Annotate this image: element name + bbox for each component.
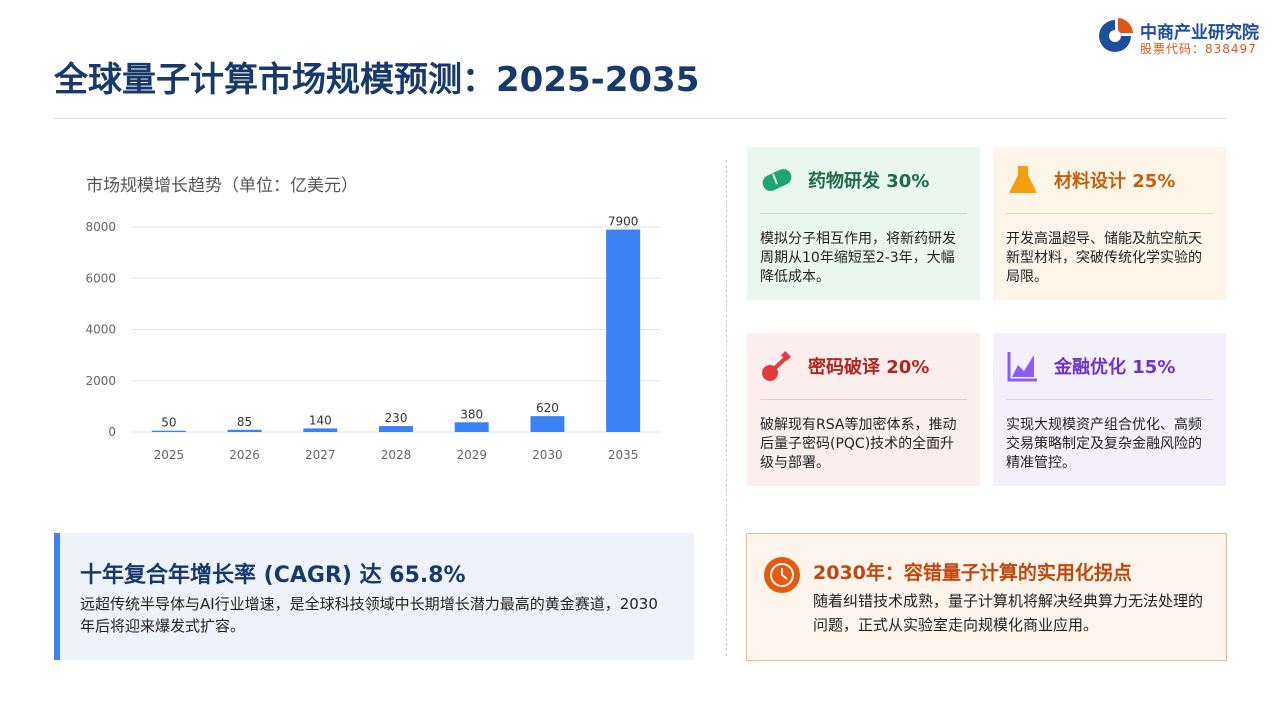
card-head: 金融优化 15% — [1006, 333, 1213, 399]
value-label: 140 — [309, 413, 332, 427]
y-tick-label: 6000 — [85, 271, 116, 285]
y-tick-label: 8000 — [85, 220, 116, 234]
card-title: 金融优化 15% — [1054, 357, 1176, 378]
milestone-callout: 2030年：容错量子计算的实用化拐点 随着纠错技术成熟，量子计算机将解决经典算力… — [746, 533, 1227, 661]
card-separator — [760, 399, 967, 400]
logo-name: 中商产业研究院 — [1140, 23, 1259, 43]
cagr-callout: 十年复合年增长率 (CAGR) 达 65.8% 远超传统半导体与AI行业增速，是… — [54, 533, 694, 660]
value-label: 620 — [536, 401, 559, 415]
bar — [454, 422, 489, 432]
x-tick-label: 2030 — [532, 448, 563, 462]
card-head: 材料设计 25% — [1006, 147, 1213, 213]
divider — [726, 160, 727, 656]
chart-icon — [1007, 352, 1037, 382]
chart-title: 市场规模增长趋势（单位：亿美元） — [86, 176, 358, 196]
card-separator — [1006, 399, 1213, 400]
card-head: 药物研发 30% — [760, 147, 967, 213]
card-title: 密码破译 20% — [808, 357, 930, 378]
y-tick-label: 2000 — [85, 374, 116, 388]
card-head: 密码破译 20% — [760, 333, 967, 399]
card: 密码破译 20% 破解现有RSA等加密体系，推动后量子密码(PQC)技术的全面升… — [747, 333, 980, 486]
x-tick-label: 2027 — [305, 448, 336, 462]
bar — [530, 416, 565, 432]
card-separator — [760, 213, 967, 214]
milestone-text: 随着纠错技术成熟，量子计算机将解决经典算力无法处理的问题，正式从实验室走向规模化… — [813, 592, 1204, 634]
milestone-title: 2030年：容错量子计算的实用化拐点 — [813, 562, 1132, 584]
pill-icon — [762, 169, 792, 191]
card-separator — [1006, 213, 1213, 214]
bar — [303, 428, 338, 432]
value-label: 380 — [460, 407, 483, 421]
header-rule — [54, 118, 1226, 119]
card-text: 实现大规模资产组合优化、高频交易策略制定及复杂金融风险的精准管控。 — [1006, 417, 1202, 471]
bar — [151, 430, 186, 432]
value-label: 50 — [161, 416, 176, 430]
key-icon — [762, 351, 791, 381]
x-tick-label: 2026 — [229, 448, 260, 462]
card: 药物研发 30% 模拟分子相互作用，将新药研发周期从10年缩短至2-3年，大幅降… — [747, 147, 980, 300]
logo-icon — [1099, 18, 1133, 52]
cagr-title: 十年复合年增长率 (CAGR) 达 65.8% — [80, 563, 466, 588]
x-tick-label: 2025 — [154, 448, 185, 462]
card-title: 材料设计 25% — [1054, 171, 1176, 192]
slide-title: 全球量子计算市场规模预测：2025-2035 — [54, 60, 700, 100]
bar — [227, 429, 262, 432]
value-label: 7900 — [608, 215, 639, 229]
y-tick-label: 4000 — [85, 323, 116, 337]
card-text: 模拟分子相互作用，将新药研发周期从10年缩短至2-3年，大幅降低成本。 — [760, 231, 956, 285]
flask-icon — [1009, 166, 1037, 193]
value-label: 85 — [237, 415, 252, 429]
card-text: 破解现有RSA等加密体系，推动后量子密码(PQC)技术的全面升级与部署。 — [760, 417, 957, 471]
cagr-text: 远超传统半导体与AI行业增速，是全球科技领域中长期增长潜力最高的黄金赛道，203… — [80, 595, 658, 635]
x-tick-label: 2028 — [381, 448, 412, 462]
card-title: 药物研发 30% — [808, 171, 930, 192]
chart: 市场规模增长趋势（单位：亿美元） 0 2000 4000 6000 8000 2025 50… — [85, 176, 661, 462]
value-label: 230 — [385, 411, 408, 425]
y-tick-label: 0 — [108, 425, 116, 439]
card: 材料设计 25% 开发高温超导、储能及航空航天新型材料，突破传统化学实验的局限。 — [993, 147, 1226, 300]
bar — [379, 426, 413, 432]
x-tick-label: 2035 — [608, 448, 639, 462]
x-tick-label: 2029 — [456, 448, 487, 462]
bar — [606, 229, 641, 432]
logo-code: 股票代码：838497 — [1140, 42, 1257, 56]
card-text: 开发高温超导、储能及航空航天新型材料，突破传统化学实验的局限。 — [1006, 231, 1202, 285]
card: 金融优化 15% 实现大规模资产组合优化、高频交易策略制定及复杂金融风险的精准管… — [993, 333, 1226, 486]
clock-icon — [764, 557, 800, 593]
